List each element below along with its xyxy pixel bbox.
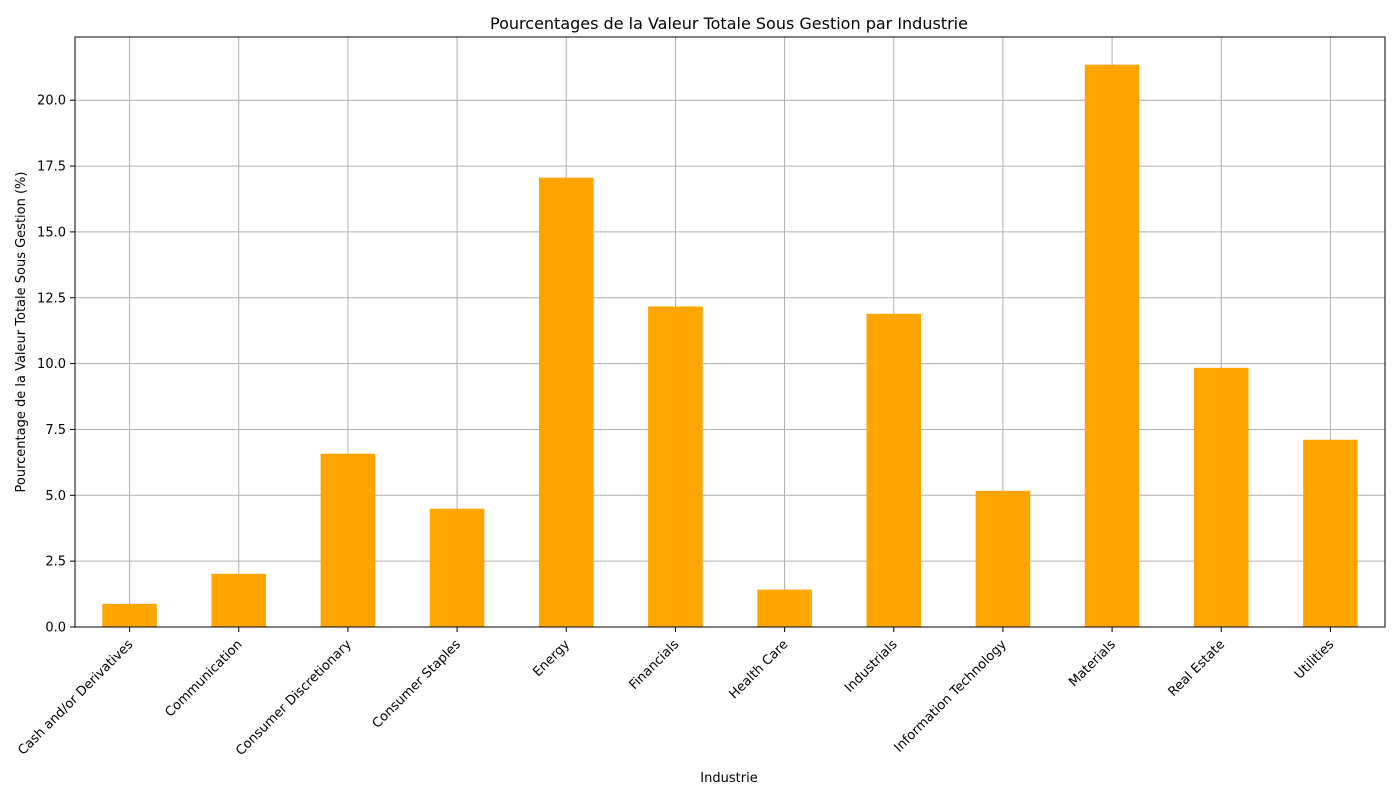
y-tick-label: 5.0 (45, 489, 66, 504)
bar (1193, 367, 1249, 627)
y-tick-label: 10.0 (37, 357, 66, 372)
y-tick-label: 15.0 (37, 225, 66, 240)
bar (1303, 439, 1358, 627)
bar (757, 589, 812, 627)
bar (648, 306, 703, 627)
y-tick-label: 7.5 (45, 423, 66, 438)
bar (1084, 64, 1140, 627)
bar (320, 453, 376, 627)
bar (429, 508, 485, 627)
bar (102, 603, 157, 627)
x-tick-label: Industrials (842, 637, 901, 696)
y-axis-label: Pourcentage de la Valeur Totale Sous Ges… (14, 172, 29, 493)
x-tick-label: Health Care (726, 637, 791, 702)
x-axis: Cash and/or Derivatives CommunicationCons… (15, 627, 1337, 759)
bar (975, 490, 1031, 627)
y-tick-label: 17.5 (37, 160, 66, 175)
bar (866, 313, 922, 627)
x-tick-label: Consumer Discretionary (233, 637, 355, 759)
y-axis: 0.0 2.5 5.0 7.5 10.0 12.5 15.0 17.5 20.0 (37, 94, 75, 636)
y-tick-label: 12.5 (37, 291, 66, 306)
bars (102, 64, 1358, 627)
x-tick-label: Energy (530, 637, 573, 680)
x-tick-label: Utilities (1292, 637, 1337, 682)
x-axis-label: Industrie (700, 771, 757, 786)
y-tick-label: 20.0 (37, 94, 66, 109)
x-tick-label: Consumer Staples (370, 637, 464, 731)
chart-title: Pourcentages de la Valeur Totale Sous Ge… (490, 14, 968, 33)
x-tick-label: Financials (627, 637, 683, 693)
x-tick-label: Communication (163, 637, 246, 720)
x-tick-label: Cash and/or Derivatives (15, 637, 136, 758)
x-tick-label: Real Estate (1166, 637, 1228, 699)
y-tick-label: 0.0 (45, 621, 66, 636)
y-tick-label: 2.5 (45, 555, 66, 570)
x-tick-label: Information Technology (892, 637, 1010, 755)
grid (75, 37, 1385, 628)
bar (538, 177, 594, 627)
plot-frame (74, 36, 1386, 628)
bar (211, 573, 267, 627)
x-tick-label: Materials (1066, 637, 1119, 690)
